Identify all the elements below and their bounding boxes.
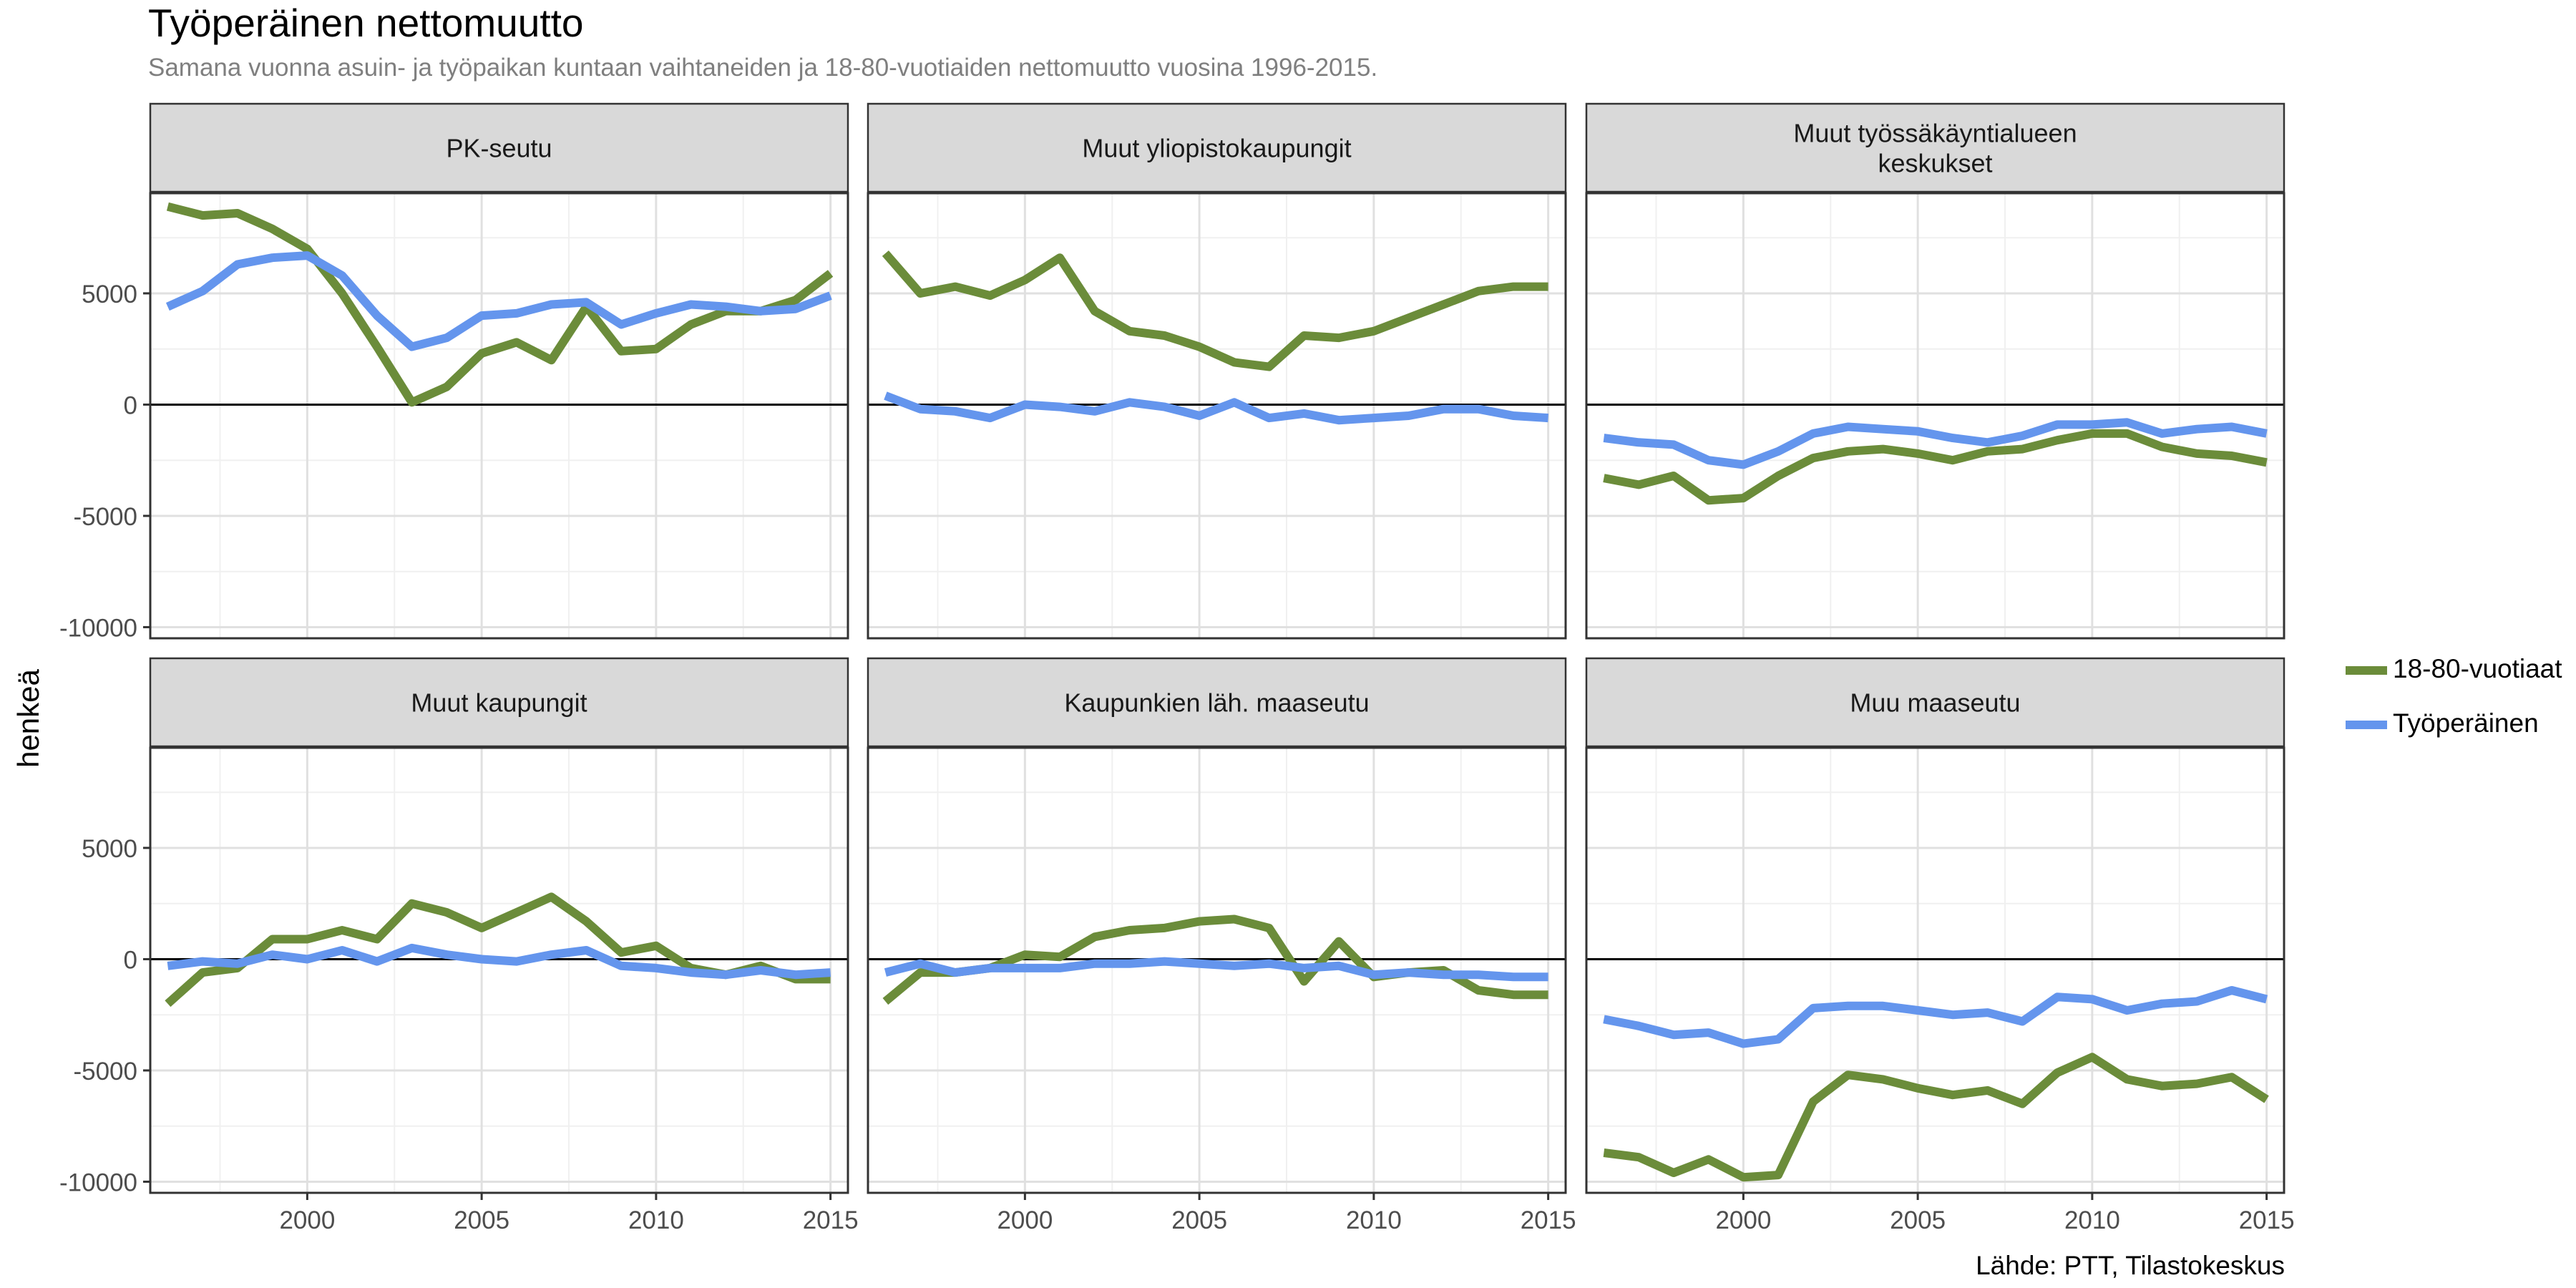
facet-strip-label: Kaupunkien läh. maaseutu [1064,688,1369,718]
y-tick-label: -5000 [73,503,137,531]
panel-background [1586,193,2284,638]
panel-border [149,746,849,1194]
y-tick-label: -10000 [59,1169,137,1196]
series-line-tyoperainen [167,943,831,980]
x-tick-label: 2000 [279,1206,335,1234]
facet-strip-label: PK-seutu [446,134,552,163]
panel-border [867,746,1567,1194]
panel-border [1585,746,2285,1194]
series-line-18-80-vuotiaat [1603,429,2268,505]
facet-panel: Muut yliopistokaupungit [867,102,1567,640]
series-line-18-80-vuotiaat [166,202,834,407]
series-line-tyoperainen [1603,418,2268,469]
facet-strip [1585,657,2285,748]
x-tick-label: 2005 [454,1206,509,1234]
panel-background [1586,748,2284,1193]
facet-panel: Kaupunkien läh. maaseutu 2000 2005 2010 2015 [867,657,1576,1234]
x-tick-label: 2005 [1171,1206,1227,1234]
facet-panel: PK-seutu 5000 0 -5000 -10000 [59,102,849,642]
series-line-tyoperainen [884,957,1548,982]
series-line-18-80-vuotiaat [882,250,1548,371]
facet-strip [149,102,849,193]
x-tick-label: 2010 [628,1206,684,1234]
x-tick-label: 2010 [1346,1206,1402,1234]
panel-border [149,192,849,640]
facet-strip [867,102,1567,193]
facet-strip-label: Muut työssäkäyntialueen [1793,119,2077,148]
y-tick-label: 0 [124,391,137,419]
facet-strip [149,657,849,748]
legend-key-tyoperainen [2346,721,2387,729]
x-tick-label: 2015 [1521,1206,1576,1234]
facet-strip-label: Muut kaupungit [411,688,587,718]
legend-label: 18-80-vuotiaat [2393,654,2562,683]
facet-panel: Muut kaupungit 5000 0 -5000 -10000 2000 2005 20… [59,657,859,1234]
y-tick-label: 5000 [82,835,137,863]
legend-label: Työperäinen [2393,708,2539,738]
series-line-tyoperainen [884,391,1548,425]
legend-key-18-80-vuotiaat [2346,666,2387,675]
facet-strip-label: keskukset [1878,149,1992,178]
x-tick-label: 2015 [803,1206,859,1234]
y-tick-label: 5000 [82,280,137,308]
series-line-tyoperainen [1603,986,2268,1048]
series-line-tyoperainen [165,251,832,351]
chart-subtitle: Samana vuonna asuin- ja työpaikan kuntaa… [148,54,1378,82]
chart-title: Työperäinen nettomuutto [148,1,584,45]
x-tick-label: 2015 [2239,1206,2295,1234]
panel-border [867,192,1567,640]
panel-border [1585,192,2285,640]
y-tick-label: 0 [124,946,137,974]
series-line-18-80-vuotiaat [1603,1053,2269,1182]
facet-panel: Muu maaseutu 2000 2005 2010 2015 [1585,657,2295,1234]
y-tick-label: -5000 [73,1058,137,1085]
facet-strip-label: Muut yliopistokaupungit [1082,134,1351,163]
x-tick-label: 2000 [1715,1206,1771,1234]
facet-strip [867,657,1567,748]
x-tick-label: 2000 [997,1206,1053,1234]
facet-strip [1585,102,2285,193]
y-tick-label: -10000 [59,614,137,642]
panel-background [150,193,848,638]
x-tick-label: 2010 [2064,1206,2120,1234]
facet-strip-label: Muu maaseutu [1850,688,2020,718]
source-caption: Lähde: PTT, Tilastokeskus [1976,1251,2285,1280]
x-tick-label: 2005 [1890,1206,1946,1234]
